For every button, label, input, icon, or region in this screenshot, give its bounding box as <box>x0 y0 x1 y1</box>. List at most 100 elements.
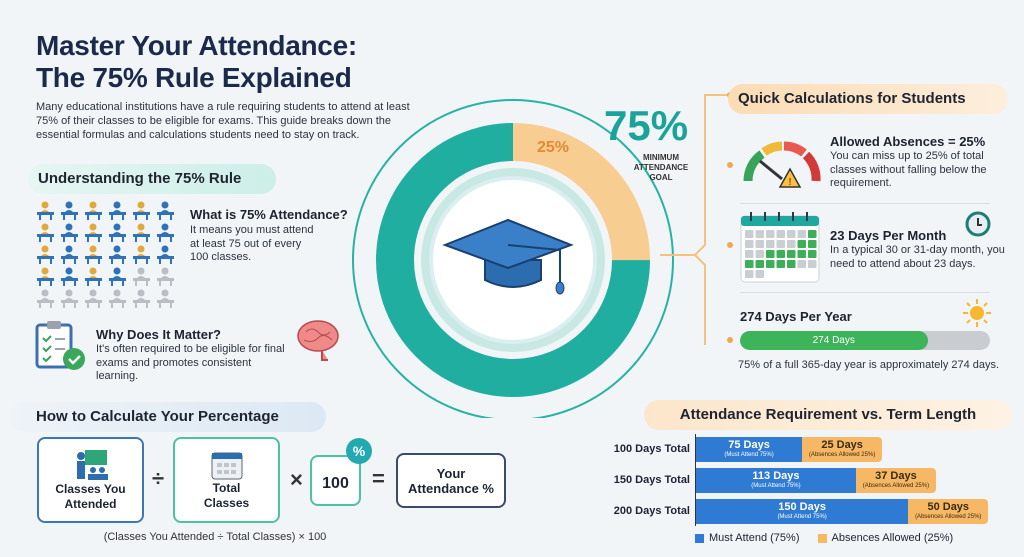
bar-absences-allowed: 50 Days (Absences Allowed 25%) <box>908 499 989 524</box>
student-desk-icon <box>37 223 54 242</box>
divide-sign: ÷ <box>152 466 165 491</box>
student-desk-icon <box>157 223 174 242</box>
bar-sublabel: (Absences Allowed 25%) <box>915 513 982 520</box>
goal-value: 75% <box>604 102 689 149</box>
absences-title: Allowed Absences = 25% <box>830 134 986 149</box>
multiply-sign: × <box>290 467 303 492</box>
bar-value-label: 150 Days <box>778 500 826 513</box>
hundred-box: 100 <box>310 455 361 506</box>
absences-text: You can miss up to 25% of total classes … <box>830 150 987 189</box>
absence-arc <box>376 123 650 397</box>
student-desk-icon <box>133 289 150 308</box>
calendar-icon <box>740 212 820 283</box>
result-box: Your Attendance % <box>396 453 506 508</box>
why-title: Why Does It Matter? <box>96 327 221 342</box>
bar-value-label: 37 Days <box>875 469 917 482</box>
chart-axis <box>695 434 696 526</box>
goal-caption: MINIMUM ATTENDANCE GOAL <box>633 153 689 182</box>
quick-heading: Quick Calculations for Students <box>728 84 1008 114</box>
student-desk-icon <box>109 267 126 286</box>
student-desk-icon <box>37 289 54 308</box>
legend-swatch <box>817 533 827 543</box>
student-desk-icon <box>37 201 54 220</box>
student-desk-icon <box>37 267 54 286</box>
student-desk-icon <box>85 289 102 308</box>
year-title: 274 Days Per Year <box>740 309 852 324</box>
graduation-cap-icon <box>442 218 574 295</box>
bar-absences-allowed: 25 Days (Absences Allowed 25%) <box>802 437 883 462</box>
student-desk-icon <box>109 245 126 264</box>
attendance-donut: 25% <box>352 99 674 418</box>
student-desk-icon <box>61 245 78 264</box>
absence-pct-label: 25% <box>537 139 569 156</box>
svg-text:!: ! <box>788 177 791 188</box>
student-desk-icon <box>133 223 150 242</box>
bar-sublabel: (Absences Allowed 25%) <box>808 451 876 458</box>
bracket-connector <box>660 92 733 345</box>
student-desk-icon <box>61 223 78 242</box>
bar-sublabel: (Must Attend 75%) <box>724 451 774 458</box>
chart-legend: Must Attend (75%) Absences Allowed (25%) <box>695 532 953 544</box>
clock-icon <box>965 211 991 237</box>
student-desk-icon <box>157 267 174 286</box>
bar-value-label: 50 Days <box>927 500 970 513</box>
total-classes-box: Total Classes <box>173 437 280 523</box>
brain-icon <box>297 320 339 361</box>
legend-item-absent: Absences Allowed (25%) <box>817 532 953 544</box>
calendar-icon <box>211 452 242 480</box>
bar-absences-allowed: 37 Days (Absences Allowed 25%) <box>855 468 936 493</box>
formula-heading: How to Calculate Your Percentage <box>10 402 326 432</box>
student-desk-icon <box>109 201 126 220</box>
bar-sublabel: (Must Attend 75%) <box>777 513 827 520</box>
student-desk-icon <box>85 201 102 220</box>
month-text: In a typical 30 or 31-day month, you nee… <box>830 244 1005 270</box>
classes-attended-box: Classes You Attended <box>37 437 144 523</box>
student-desk-icon <box>109 223 126 242</box>
category-label: 100 Days Total <box>613 443 690 455</box>
bar-value-label: 25 Days <box>821 438 863 451</box>
student-desk-icon <box>133 267 150 286</box>
divider <box>740 203 990 204</box>
sun-icon <box>963 299 991 327</box>
divider <box>740 292 990 293</box>
student-desk-icon <box>85 223 102 242</box>
student-desk-icon <box>157 201 174 220</box>
legend-swatch <box>695 533 704 543</box>
gauge-warning-icon: ! <box>743 141 821 188</box>
year-progress-bar: 274 Days <box>740 331 990 350</box>
formula-caption: (Classes You Attended ÷ Total Classes) ×… <box>103 531 327 543</box>
student-desk-icon <box>157 289 174 308</box>
understanding-heading: Understanding the 75% Rule <box>28 164 276 194</box>
page-title: Master Your Attendance: The 75% Rule Expl… <box>36 30 357 93</box>
bar-must-attend: 150 Days (Must Attend 75%) <box>696 499 909 524</box>
percent-badge: % <box>346 438 372 464</box>
bar-value-label: 75 Days <box>728 438 770 451</box>
student-grid-icon <box>37 201 174 308</box>
student-desk-icon <box>133 245 150 264</box>
why-text: It's often required to be eligible for f… <box>96 343 285 382</box>
student-desk-icon <box>133 201 150 220</box>
chart-title: Attendance Requirement vs. Term Length <box>644 400 1012 430</box>
student-desk-icon <box>61 289 78 308</box>
bar-must-attend: 113 Days (Must Attend 75%) <box>696 468 856 493</box>
student-desk-icon <box>61 267 78 286</box>
what-title: What is 75% Attendance? <box>190 207 348 222</box>
bar-value-label: 113 Days <box>752 469 800 482</box>
bar-sublabel: (Absences Allowed 25%) <box>862 482 930 489</box>
teacher-icon <box>76 450 108 480</box>
legend-item-attend: Must Attend (75%) <box>695 532 800 544</box>
student-desk-icon <box>37 245 54 264</box>
bar-must-attend: 75 Days (Must Attend 75%) <box>696 437 803 462</box>
bar-sublabel: (Must Attend 75%) <box>751 482 801 489</box>
student-desk-icon <box>109 289 126 308</box>
year-text: 75% of a full 365-day year is approximat… <box>738 359 1000 371</box>
student-desk-icon <box>61 201 78 220</box>
student-desk-icon <box>157 245 174 264</box>
month-title: 23 Days Per Month <box>830 228 947 243</box>
student-desk-icon <box>85 267 102 286</box>
category-label: 150 Days Total <box>613 474 690 486</box>
intro-text: Many educational institutions have a rul… <box>36 101 410 141</box>
year-progress-fill: 274 Days <box>740 331 928 350</box>
category-label: 200 Days Total <box>613 505 690 517</box>
equals-sign: = <box>372 466 385 491</box>
